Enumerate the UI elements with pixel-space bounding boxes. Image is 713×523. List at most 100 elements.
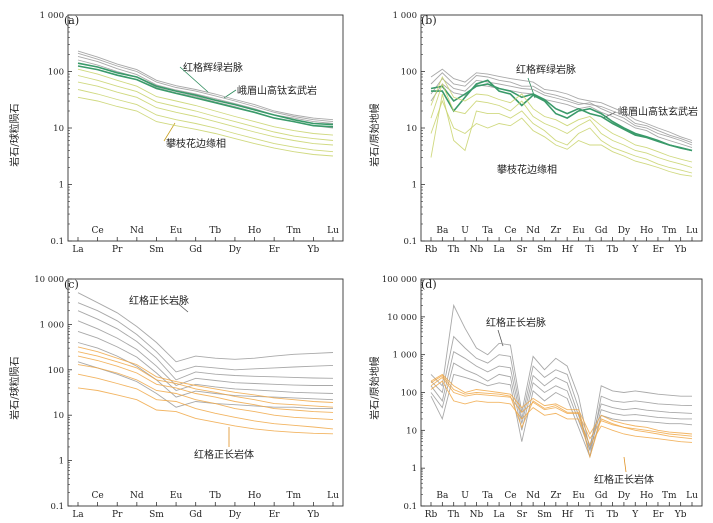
x-tick-label: Sm: [149, 510, 164, 520]
annotation-hongge-syenite-dike: 红格正长岩脉: [129, 294, 189, 307]
x-tick-label: Lu: [327, 226, 339, 236]
x-tick-label: Lu: [686, 491, 698, 501]
panel-b: (b) 岩石/原始地幔 红格辉绿岩脉 峨眉山高钛玄武岩 攀枝花边缘相 0.1 1 1…: [368, 11, 703, 255]
x-tick-label: Eu: [572, 491, 585, 501]
x-tick-label: Th: [448, 245, 460, 255]
x-tick-label: Sm: [537, 245, 552, 255]
x-tick-label: Tm: [286, 491, 301, 501]
x-tick-label: Gd: [595, 226, 608, 236]
x-tick-label: Ce: [504, 491, 516, 501]
series-line: [77, 52, 334, 123]
series-line: [430, 380, 693, 447]
series-line: [77, 96, 334, 157]
x-tick-label: Ce: [92, 226, 104, 236]
x-tick-label: Dy: [618, 491, 631, 501]
x-tick-label: Rb: [425, 510, 438, 520]
x-tick-label: Nb: [470, 510, 484, 520]
series-line: [77, 81, 334, 146]
y-tick-label: 100: [401, 68, 417, 78]
series-line: [430, 376, 693, 440]
y-axis-label: 岩石/球粒陨石: [8, 356, 21, 419]
x-tick-label: Yb: [674, 510, 687, 520]
y-tick-label: 0.1: [50, 502, 64, 512]
x-tick-label: Eu: [170, 226, 183, 236]
series-line: [430, 362, 692, 452]
y-tick-label: 1 000: [40, 320, 64, 330]
x-tick-label: Tb: [607, 510, 619, 520]
y-tick-label: 10: [53, 124, 64, 134]
annotation-pointer: [623, 456, 627, 473]
x-tick-label: Yb: [674, 245, 687, 255]
y-tick-label: 0.1: [50, 237, 64, 247]
y-axis-label: 岩石/原始地幔: [368, 103, 381, 166]
series-line: [77, 292, 334, 363]
x-tick-label: Lu: [686, 226, 698, 236]
y-tick-label: 100: [48, 366, 64, 376]
x-tick-label: Y: [631, 510, 639, 520]
x-tick-label: Gd: [189, 245, 202, 255]
x-tick-label: Rb: [425, 245, 438, 255]
series-line: [77, 310, 334, 381]
series-line: [430, 373, 693, 459]
series-line: [430, 82, 693, 168]
x-tick-label: Er: [269, 245, 281, 255]
x-tick-label: Ho: [248, 226, 261, 236]
x-tick-label: Zr: [551, 226, 562, 236]
annotation-hongge-syenite-body: 红格正长岩体: [594, 473, 654, 486]
x-tick-label: Ta: [482, 226, 493, 236]
series-line: [77, 373, 334, 430]
series-line: [77, 75, 334, 141]
x-tick-label: Zr: [551, 491, 562, 501]
series-line: [77, 330, 334, 394]
annotation-emeishan-basalt: 峨眉山高钛玄武岩: [237, 84, 317, 97]
y-tick-label: 1: [412, 464, 417, 474]
series-line: [430, 373, 693, 435]
series-line: [77, 320, 333, 387]
x-tick-label: Dy: [618, 226, 631, 236]
series-line: [430, 335, 693, 457]
x-tick-label: Nd: [526, 226, 540, 236]
y-tick-label: 1 000: [40, 11, 64, 21]
x-tick-label: Nd: [130, 491, 144, 501]
x-tick-label: Ho: [640, 491, 653, 501]
x-tick-label: Yb: [307, 510, 320, 520]
plot-frame: [67, 14, 344, 242]
y-tick-label: 10 000: [34, 275, 64, 285]
y-tick-label: 1 000: [393, 351, 417, 361]
x-tick-label: Er: [269, 510, 281, 520]
x-tick-label: Sm: [149, 245, 164, 255]
x-tick-label: La: [72, 510, 84, 520]
x-tick-label: Tm: [662, 226, 677, 236]
series-line: [430, 72, 693, 144]
series-line: [430, 68, 693, 141]
annotation-pointer: [163, 122, 176, 142]
panel-label: (b): [421, 14, 437, 27]
series-line: [430, 83, 693, 152]
x-tick-label: Ho: [640, 226, 653, 236]
x-tick-label: La: [493, 510, 505, 520]
series-line: [77, 62, 334, 126]
x-tick-label: Tb: [209, 491, 221, 501]
x-tick-label: Ce: [92, 491, 104, 501]
x-tick-label: La: [72, 245, 84, 255]
series-line: [430, 75, 693, 163]
x-tick-label: Er: [653, 510, 665, 520]
y-tick-label: 100: [401, 389, 417, 399]
panel-label: (c): [64, 278, 79, 291]
plot-frame: [67, 278, 344, 507]
annotation-panzhihua-margin: 攀枝花边缘相: [166, 137, 226, 150]
annotation-pointer: [174, 300, 189, 313]
y-tick-label: 100 000: [382, 275, 417, 285]
x-tick-label: Th: [448, 510, 460, 520]
y-tick-label: 1: [412, 181, 417, 191]
y-tick-label: 100: [48, 68, 64, 78]
x-tick-label: Ti: [585, 245, 594, 255]
y-tick-label: 10 000: [387, 313, 417, 323]
x-tick-label: U: [461, 226, 469, 236]
annotation-hongge-diabase: 红格辉绿岩脉: [183, 61, 243, 74]
x-tick-label: Eu: [170, 491, 183, 501]
x-tick-label: Tb: [209, 226, 221, 236]
y-tick-label: 10: [406, 124, 417, 134]
series-line: [77, 355, 334, 413]
